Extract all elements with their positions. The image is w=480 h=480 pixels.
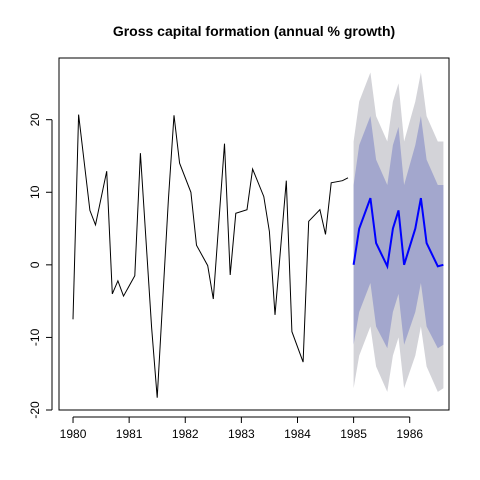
- y-axis: -20 -10 0 10 20: [28, 113, 53, 419]
- y-tick-label: -10: [28, 328, 42, 346]
- forecast-line: [352, 197, 444, 270]
- x-axis: 1980 1981 1982 1983 1984 1985 1986: [60, 416, 423, 441]
- x-tick-label: 1982: [172, 427, 199, 441]
- forecast-bands: [353, 72, 444, 392]
- history-line: [72, 114, 349, 398]
- x-tick-label: 1983: [228, 427, 255, 441]
- x-tick-label: 1980: [60, 427, 87, 441]
- y-tick-label: 0: [28, 261, 42, 268]
- x-tick-label: 1981: [116, 427, 143, 441]
- y-tick-label: -20: [28, 401, 42, 419]
- x-tick-label: 1985: [340, 427, 367, 441]
- series-lines: [72, 114, 444, 398]
- plot-frame: [58, 57, 450, 411]
- x-tick-label: 1986: [396, 427, 423, 441]
- band-80: [353, 116, 444, 349]
- y-tick-label: 20: [28, 113, 42, 127]
- chart-title: Gross capital formation (annual % growth…: [113, 23, 395, 39]
- y-tick-label: 10: [28, 185, 42, 199]
- x-tick-label: 1984: [284, 427, 311, 441]
